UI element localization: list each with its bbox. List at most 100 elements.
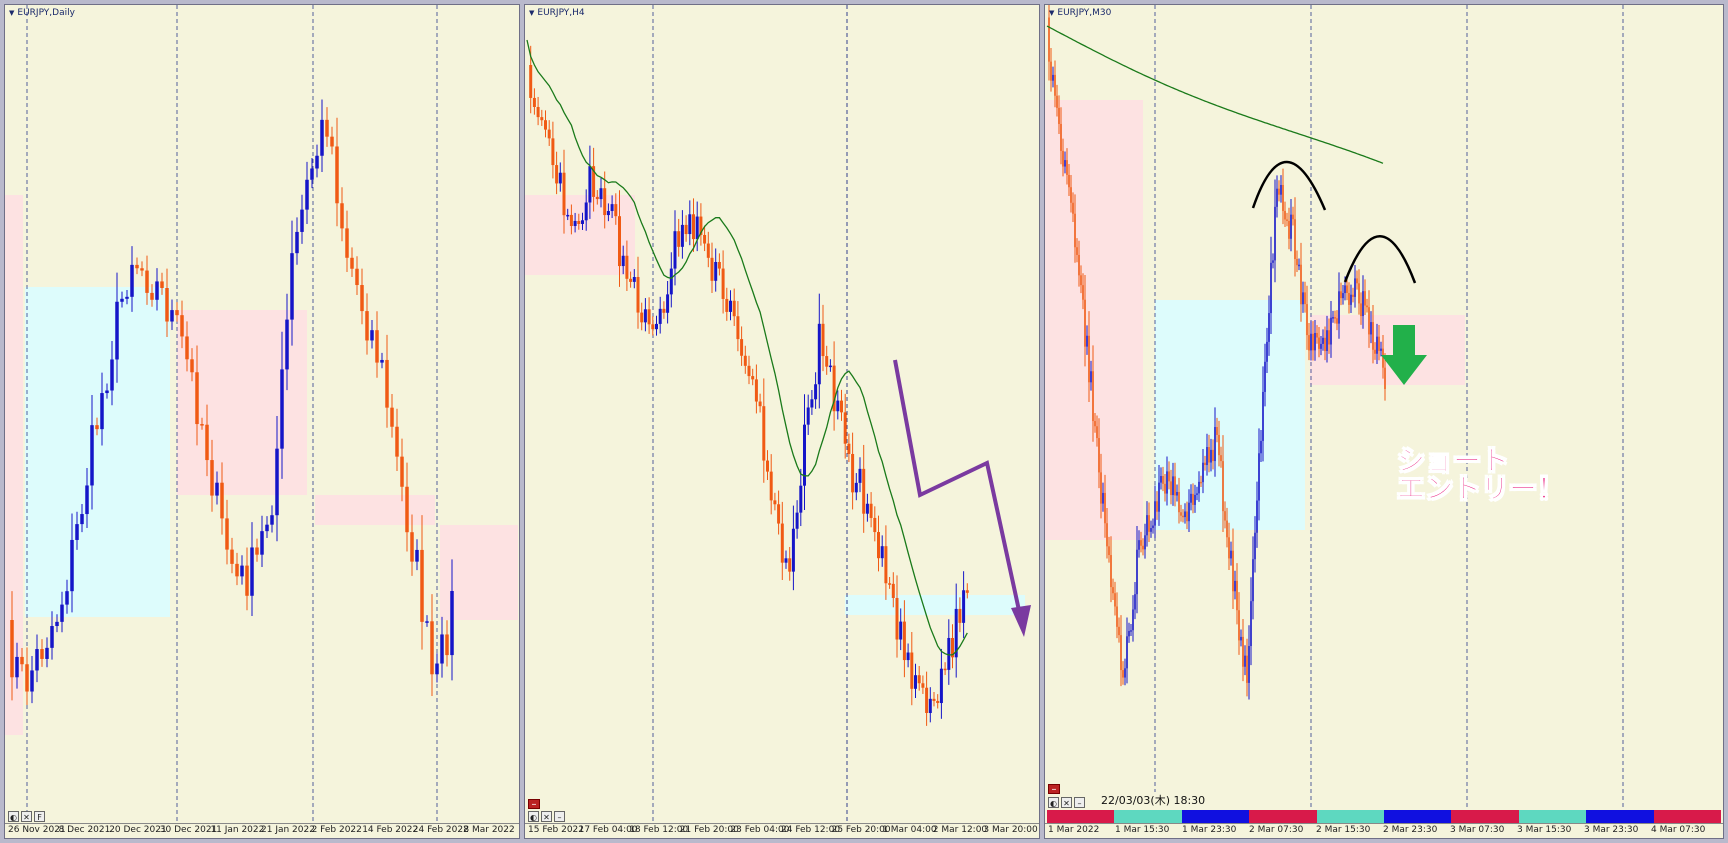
candle-body [1068, 174, 1070, 188]
chart-title-daily: ▼ EURJPY,Daily [9, 8, 75, 18]
zone-cyan [1155, 300, 1305, 530]
color-picker-icon[interactable]: ◐ [1048, 797, 1059, 808]
candle-body [1200, 481, 1202, 484]
candle-body [540, 117, 544, 121]
minimize-button[interactable]: – [554, 811, 565, 822]
candle-body [1344, 285, 1346, 294]
candle-body [666, 294, 670, 313]
m30-chart-canvas[interactable] [1045, 5, 1724, 839]
candle-body [636, 277, 640, 313]
chart-panel-daily[interactable]: ▼ EURJPY,Daily ◐ ✕ F 26 Nov 2021 8 Dec 202… [4, 4, 520, 839]
close-icon[interactable]: ✕ [1061, 797, 1072, 808]
candle-body [806, 407, 810, 425]
time-axis-daily: 26 Nov 2021 8 Dec 2021 20 Dec 2021 30 Dec 2… [5, 823, 519, 838]
candle-body [1100, 472, 1102, 504]
candle-body [936, 700, 940, 704]
candle-body [532, 97, 536, 107]
candle-body [1226, 520, 1228, 538]
candle-body [777, 504, 781, 524]
session-segment [1114, 810, 1182, 823]
candle-body [1126, 636, 1128, 669]
candle-body [1086, 335, 1088, 347]
chart-panel-h4[interactable]: ▼ EURJPY,H4 – ◐ ✕ – 15 Feb 2022 17 Feb 04:… [524, 4, 1040, 839]
candle-body [210, 460, 214, 496]
candle-body [725, 298, 729, 312]
axis-tick-label: 3 Mar 23:30 [1584, 825, 1639, 835]
candle-body [784, 558, 788, 563]
candle-body [1270, 262, 1272, 314]
candle-body [1188, 502, 1190, 522]
candle-body [1084, 299, 1086, 347]
chart-panel-m30[interactable]: ▼ EURJPY,M30 – ◐ ✕ – 22/03/03(木) 18:30 ショ… [1044, 4, 1724, 839]
candle-body [110, 359, 114, 391]
candle-body [703, 234, 707, 244]
candle-body [729, 300, 732, 312]
dropdown-triangle-icon[interactable]: ▼ [529, 9, 535, 17]
candle-body [662, 308, 666, 313]
axis-tick-label: 30 Dec 2021 [159, 825, 218, 835]
candle-body [115, 301, 119, 360]
candle-body [555, 165, 559, 184]
candle-body [647, 309, 651, 325]
candle-body [1274, 206, 1276, 261]
minimize-button[interactable]: – [1074, 797, 1085, 808]
candle-body [1312, 333, 1314, 351]
candle-body [160, 281, 164, 289]
candle-body [1166, 471, 1168, 494]
candle-body [1310, 333, 1312, 351]
dropdown-triangle-icon[interactable]: ▼ [9, 9, 15, 17]
candle-body [680, 224, 684, 247]
candle-body [828, 365, 832, 368]
candle-body [165, 288, 169, 322]
font-button[interactable]: F [34, 811, 45, 822]
candle-body [310, 168, 314, 180]
chart-toolbar-m30: ◐ ✕ – [1048, 797, 1085, 808]
candle-body [1352, 294, 1354, 297]
candle-body [851, 453, 855, 493]
candle-body [135, 264, 139, 269]
candle-body [325, 119, 329, 137]
dropdown-triangle-icon[interactable]: ▼ [1049, 9, 1055, 17]
candle-body [854, 482, 858, 493]
candle-body [1326, 330, 1328, 352]
candle-body [581, 220, 584, 224]
candle-body [435, 663, 439, 675]
candle-body [821, 323, 825, 357]
candle-body [1148, 515, 1150, 532]
candle-body [1138, 540, 1140, 550]
candle-body [1228, 537, 1230, 559]
color-picker-icon[interactable]: ◐ [528, 811, 539, 822]
candle-body [245, 565, 249, 596]
candle-body [1286, 219, 1288, 221]
candle-body [425, 621, 429, 623]
collapse-button[interactable]: – [1048, 784, 1060, 795]
color-picker-icon[interactable]: ◐ [8, 811, 19, 822]
candle-body [595, 196, 599, 200]
h4-chart-canvas[interactable] [525, 5, 1040, 839]
candle-body [1384, 367, 1386, 389]
close-icon[interactable]: ✕ [541, 811, 552, 822]
candle-body [562, 172, 566, 216]
candle-body [880, 546, 884, 559]
close-icon[interactable]: ✕ [21, 811, 32, 822]
collapse-button[interactable]: – [528, 799, 540, 810]
daily-chart-canvas[interactable] [5, 5, 520, 839]
candle-body [1340, 291, 1342, 299]
candle-body [736, 316, 740, 340]
candle-body [1210, 449, 1212, 463]
session-segment [1316, 810, 1385, 823]
zone-pink [1045, 100, 1143, 540]
candle-body [825, 356, 829, 367]
candle-body [1180, 512, 1182, 516]
candle-body [1098, 438, 1100, 473]
candle-body [1280, 184, 1282, 195]
axis-tick-label: 15 Feb 2022 [528, 825, 585, 835]
chart-title-m30: ▼ EURJPY,M30 [1049, 8, 1112, 18]
zone-cyan [25, 287, 170, 617]
candle-body [430, 621, 434, 675]
candle-body [240, 565, 244, 577]
candle-body [1218, 434, 1220, 456]
candle-body [695, 216, 699, 240]
candle-body [10, 620, 14, 678]
candle-body [1134, 594, 1136, 610]
